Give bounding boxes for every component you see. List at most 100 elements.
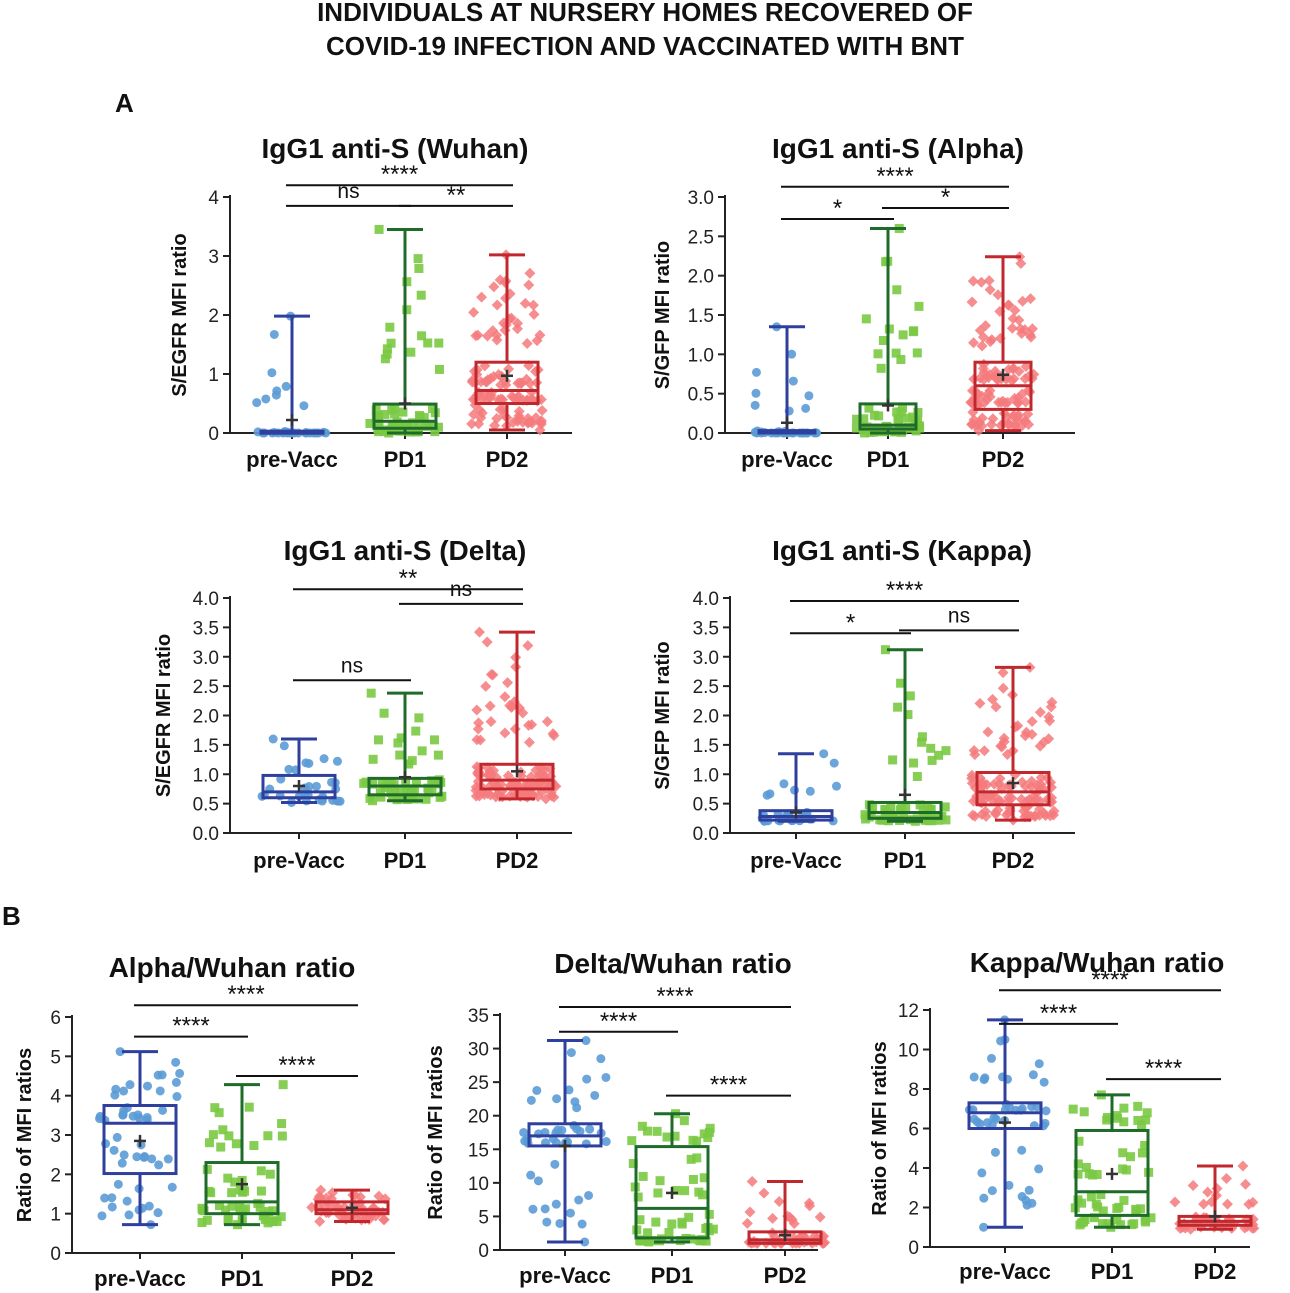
data-point	[582, 1074, 592, 1084]
data-point	[968, 337, 980, 349]
y-tick-label: 3.0	[693, 648, 719, 669]
points-pd1	[359, 688, 447, 806]
significance-label: **	[447, 182, 466, 209]
y-tick-label: 0.5	[193, 795, 219, 816]
data-point	[908, 412, 918, 422]
y-tick-label: 8	[908, 1080, 919, 1101]
data-point	[414, 411, 424, 421]
data-point	[555, 1218, 565, 1228]
chart-title: Kappa/Wuhan ratio	[970, 947, 1225, 978]
data-point	[1034, 1164, 1044, 1174]
data-point	[662, 1132, 672, 1142]
chart-title: IgG1 anti-S (Alpha)	[772, 133, 1024, 164]
data-point	[670, 1131, 680, 1141]
chart-kappa-wuhan: Kappa/Wuhan ratio Ratio of MFI ratios 0 2 4 6…	[869, 947, 1260, 1284]
data-point	[526, 719, 538, 731]
data-point	[122, 1196, 132, 1206]
data-point	[876, 363, 886, 373]
data-point	[1118, 1148, 1128, 1158]
significance-label: ****	[1145, 1055, 1182, 1082]
data-point	[805, 786, 815, 796]
chart-title: IgG1 anti-S (Kappa)	[772, 535, 1032, 566]
data-point	[1137, 1120, 1147, 1130]
data-point	[903, 710, 913, 720]
data-point	[522, 640, 534, 652]
data-point	[909, 758, 919, 768]
data-point	[997, 395, 1009, 407]
data-point	[803, 1197, 815, 1209]
data-point	[903, 423, 913, 433]
x-tick-label: PD2	[331, 1266, 374, 1291]
data-point	[1081, 1162, 1091, 1172]
data-point	[1043, 733, 1055, 745]
data-point	[374, 224, 384, 234]
data-point	[428, 404, 438, 414]
significance-label: ns	[450, 578, 472, 601]
data-point	[762, 790, 772, 800]
data-point	[382, 344, 392, 354]
data-point	[973, 425, 985, 437]
data-point	[530, 412, 542, 424]
data-point	[1020, 780, 1032, 792]
significance-label: ****	[381, 161, 418, 188]
y-tick-label: 3.5	[693, 618, 719, 639]
data-point	[1141, 1115, 1151, 1125]
data-point	[526, 1170, 536, 1180]
y-tick-label: 2.0	[193, 707, 219, 728]
figure-title-line2: COVID-19 INFECTION AND VACCINATED WITH B…	[326, 31, 964, 61]
chart-delta: IgG1 anti-S (Delta) S/EGFR MFI ratio 0.0 0.…	[153, 535, 572, 873]
data-point	[699, 1129, 709, 1139]
data-point	[466, 418, 478, 430]
data-point	[315, 1184, 327, 1196]
data-point	[892, 407, 902, 417]
x-tick-label: PD1	[867, 447, 910, 472]
data-point	[382, 349, 392, 359]
data-point	[1034, 803, 1046, 815]
data-point	[998, 732, 1010, 744]
data-point	[984, 385, 996, 397]
significance-label: ****	[227, 981, 264, 1008]
data-point	[1034, 706, 1046, 718]
data-point	[635, 1235, 645, 1245]
data-point	[374, 419, 384, 429]
data-point	[699, 1173, 709, 1183]
y-tick-label: 0	[478, 1241, 489, 1262]
data-point	[241, 1204, 251, 1214]
data-point	[1098, 1206, 1108, 1216]
data-point	[601, 1137, 611, 1147]
data-point	[542, 1217, 552, 1227]
data-point	[132, 1152, 142, 1162]
box-pd2	[474, 360, 540, 406]
data-point	[230, 1177, 240, 1187]
data-point	[284, 764, 294, 774]
data-point	[393, 738, 403, 748]
data-point	[912, 348, 922, 358]
data-point	[144, 1201, 154, 1211]
data-point	[158, 1105, 168, 1115]
data-point	[279, 741, 289, 751]
x-tick-label: pre-Vacc	[750, 848, 842, 873]
data-point	[684, 1212, 694, 1222]
data-point	[917, 737, 927, 747]
data-point	[524, 267, 536, 279]
data-point	[473, 626, 485, 638]
data-point	[175, 1068, 185, 1078]
data-point	[918, 805, 928, 815]
data-point	[1039, 1077, 1049, 1087]
data-point	[987, 1186, 997, 1196]
data-point	[1034, 740, 1046, 752]
data-point	[1129, 1219, 1139, 1229]
data-point	[485, 669, 497, 681]
data-point	[417, 746, 427, 756]
data-point	[997, 667, 1009, 679]
data-point	[261, 394, 271, 404]
y-tick-label: 2	[50, 1165, 61, 1186]
data-point	[633, 1192, 643, 1202]
y-tick-label: 1.0	[193, 765, 219, 786]
data-point	[912, 771, 922, 781]
data-point	[271, 390, 281, 400]
data-point	[1020, 360, 1032, 372]
chart-delta-wuhan: Delta/Wuhan ratio Ratio of MFI ratios 0 5 10…	[425, 948, 831, 1288]
data-point	[897, 801, 907, 811]
